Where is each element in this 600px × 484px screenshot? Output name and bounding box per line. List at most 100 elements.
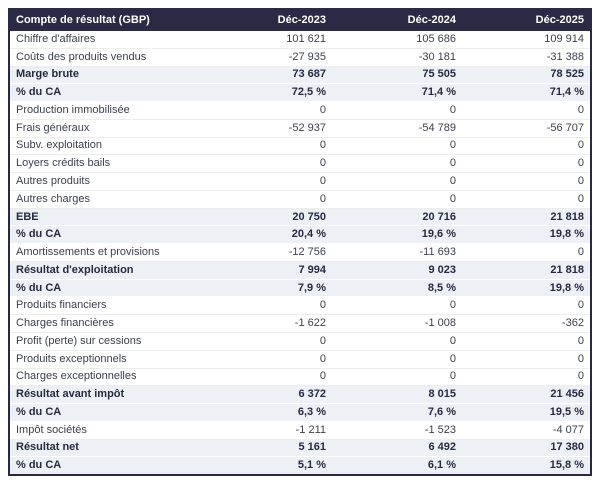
table-row: Production immobilisée 0 0 0 <box>10 102 590 120</box>
row-value: 21 818 <box>550 210 584 223</box>
table-row: Autres produits 0 0 0 <box>10 173 590 191</box>
row-value: -12 756 <box>288 246 326 259</box>
table-row: Charges exceptionnelles 0 0 0 <box>10 368 590 387</box>
row-value: 105 686 <box>416 32 456 45</box>
row-value: 7,9 % <box>297 281 326 294</box>
row-value: 8,5 % <box>427 281 456 294</box>
row-value: 7 994 <box>298 263 326 276</box>
row-value: 21 456 <box>550 388 584 401</box>
income-statement-table: Compte de résultat (GBP) Déc-2023 Déc-20… <box>8 8 592 476</box>
row-label: EBE <box>16 211 39 223</box>
row-value: 19,6 % <box>421 228 456 241</box>
row-value: 6 372 <box>298 388 326 401</box>
row-value: 0 <box>319 299 326 312</box>
row-label: Résultat avant impôt <box>16 389 125 401</box>
row-value: 20 716 <box>422 210 456 223</box>
row-label: % du CA <box>16 460 62 472</box>
row-value: 0 <box>449 103 456 116</box>
row-value: 0 <box>577 139 584 152</box>
table-row: Frais généraux -52 937 -54 789 -56 707 <box>10 119 590 138</box>
row-value: 19,5 % <box>549 405 584 418</box>
table-row: Profit (perte) sur cessions 0 0 0 <box>10 333 590 351</box>
row-label: Chiffre d'affaires <box>16 33 96 45</box>
row-value: 0 <box>577 246 584 259</box>
table-row: % du CA 72,5 % 71,4 % 71,4 % <box>10 84 590 103</box>
row-value: 0 <box>319 157 326 170</box>
row-value: -54 789 <box>418 121 456 134</box>
row-value: -31 388 <box>546 50 584 63</box>
row-value: 0 <box>577 175 584 187</box>
row-label: Marge brute <box>16 69 79 81</box>
row-value: 0 <box>577 370 584 383</box>
row-value: 8 015 <box>428 388 456 401</box>
row-value: -11 693 <box>419 246 457 259</box>
row-value: 75 505 <box>422 68 456 81</box>
row-value: 6,1 % <box>427 459 456 472</box>
table-row: % du CA 6,3 % 7,6 % 19,5 % <box>10 404 590 422</box>
row-value: 9 023 <box>428 263 456 276</box>
table-row: Subv. exploitation 0 0 0 <box>10 137 590 156</box>
row-value: 15,8 % <box>549 459 584 472</box>
row-value: 5 161 <box>298 441 326 454</box>
table-row: Résultat avant impôt 6 372 8 015 21 456 <box>10 386 590 405</box>
row-value: 0 <box>577 299 584 312</box>
table-row: % du CA 7,9 % 8,5 % 19,8 % <box>10 279 590 298</box>
column-header-dec-2023: Déc-2023 <box>277 14 326 26</box>
row-value: 20,4 % <box>291 228 326 241</box>
table-row: Produits financiers 0 0 0 <box>10 297 590 316</box>
row-value: 0 <box>449 299 456 312</box>
row-value: -30 181 <box>418 50 456 63</box>
row-label: Subv. exploitation <box>16 140 103 152</box>
row-value: 6 492 <box>428 441 456 454</box>
row-label: Autres produits <box>16 176 90 187</box>
table-row: Impôt sociétés -1 211 -1 523 -4 077 <box>10 421 590 440</box>
row-value: 0 <box>449 139 456 152</box>
table-row: Résultat d'exploitation 7 994 9 023 21 8… <box>10 261 590 280</box>
row-label: Charges exceptionnelles <box>16 371 137 383</box>
row-value: 0 <box>577 157 584 170</box>
row-value: 71,4 % <box>549 86 584 99</box>
row-value: 7,6 % <box>427 405 456 418</box>
table-row: Produits exceptionnels 0 0 0 <box>10 350 590 369</box>
table-row: Autres charges 0 0 0 <box>10 190 590 209</box>
row-value: 6,3 % <box>297 405 326 418</box>
row-label: Charges financières <box>16 318 114 330</box>
row-value: 0 <box>319 192 326 205</box>
row-value: 0 <box>319 139 326 152</box>
row-label: Frais généraux <box>16 122 90 134</box>
column-header-dec-2024: Déc-2024 <box>407 14 456 26</box>
row-label: % du CA <box>16 406 62 418</box>
row-value: 0 <box>449 334 456 347</box>
row-label: % du CA <box>16 87 62 99</box>
row-label: Impôt sociétés <box>16 424 87 436</box>
row-value: 0 <box>577 334 584 347</box>
row-value: 0 <box>319 175 326 187</box>
table-row: Loyers crédits bails 0 0 0 <box>10 155 590 174</box>
table-row: Chiffre d'affaires 101 621 105 686 109 9… <box>10 31 590 49</box>
row-value: 0 <box>449 352 456 365</box>
row-label: Coûts des produits vendus <box>16 51 147 63</box>
row-value: -1 211 <box>295 423 326 436</box>
table-row: Résultat net 5 161 6 492 17 380 <box>10 439 590 458</box>
row-value: 0 <box>577 352 584 365</box>
row-value: 0 <box>449 192 456 205</box>
row-value: 72,5 % <box>291 86 326 99</box>
row-label: Produits exceptionnels <box>16 353 127 365</box>
row-label: % du CA <box>16 229 62 241</box>
row-value: 21 818 <box>550 263 584 276</box>
table-body: Chiffre d'affaires 101 621 105 686 109 9… <box>10 31 590 475</box>
row-value: 19,8 % <box>549 228 584 241</box>
table-row: Amortissements et provisions -12 756 -11… <box>10 244 590 262</box>
row-value: 71,4 % <box>421 86 456 99</box>
row-value: 0 <box>319 352 326 365</box>
row-value: 19,8 % <box>549 281 584 294</box>
row-label: Résultat net <box>16 442 79 454</box>
table-row: % du CA 20,4 % 19,6 % 19,8 % <box>10 226 590 245</box>
row-label: Produits financiers <box>16 300 107 312</box>
row-label: Loyers crédits bails <box>16 158 111 170</box>
row-value: 0 <box>577 192 584 205</box>
row-value: 73 687 <box>292 68 326 81</box>
row-value: 0 <box>319 370 326 383</box>
row-value: -52 937 <box>288 121 326 134</box>
